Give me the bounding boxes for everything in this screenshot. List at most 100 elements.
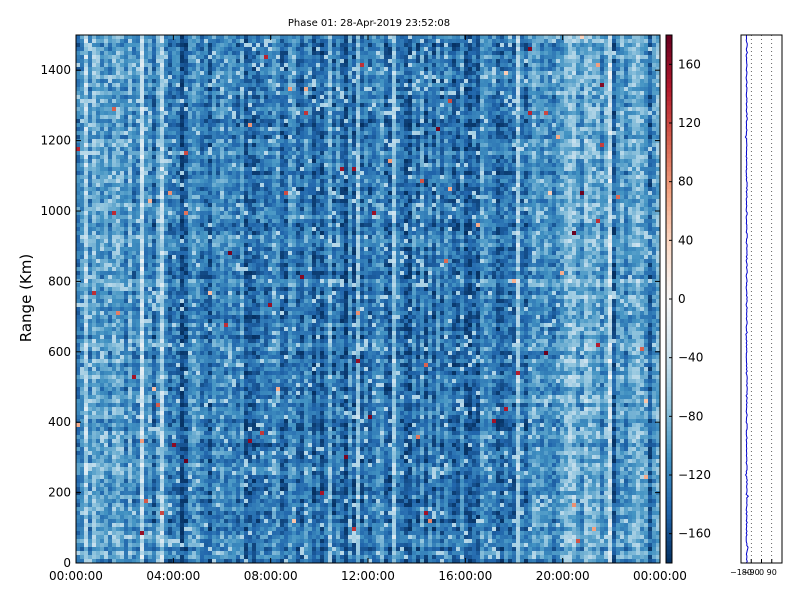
heatmap-cell [108,555,113,560]
heatmap-cell [204,67,209,72]
heatmap-cell [168,271,173,276]
heatmap-cell [80,251,85,256]
heatmap-cell [180,479,185,484]
heatmap-cell [140,295,145,300]
heatmap-cell [196,271,201,276]
heatmap-cell [160,131,165,136]
heatmap-cell [204,323,209,328]
heatmap-cell [116,379,121,384]
heatmap-cell [220,291,225,296]
heatmap-cell [96,115,101,120]
heatmap-cell [120,191,125,196]
heatmap-cell [164,275,169,280]
heatmap-cell [208,215,213,220]
heatmap-cell [128,343,133,348]
heatmap-cell [96,195,101,200]
heatmap-cell [96,263,101,268]
heatmap-cell [104,323,109,328]
heatmap-cell [116,471,121,476]
heatmap-cell [224,251,229,256]
heatmap-cell [216,95,221,100]
heatmap-cell [88,207,93,212]
heatmap-cell [148,39,153,44]
heatmap-cell [176,431,181,436]
heatmap-cell [152,431,157,436]
heatmap-cell [184,67,189,72]
heatmap-cell [132,491,137,496]
heatmap-cell [116,87,121,92]
heatmap-cell [156,151,161,156]
heatmap-cell [204,295,209,300]
heatmap-cell [216,231,221,236]
heatmap-cell [92,395,97,400]
heatmap-cell [208,551,213,556]
heatmap-cell [212,267,217,272]
heatmap-cell [196,163,201,168]
heatmap-cell [152,267,157,272]
heatmap-cell [88,515,93,520]
heatmap-cell [132,515,137,520]
heatmap-cell [144,375,149,380]
heatmap-cell [152,479,157,484]
heatmap-cell [136,343,141,348]
heatmap-cell [156,123,161,128]
heatmap-cell [216,319,221,324]
heatmap-cell [180,451,185,456]
heatmap-cell [108,111,113,116]
heatmap-cell [144,451,149,456]
heatmap-cell [168,311,173,316]
heatmap-cell [92,343,97,348]
heatmap-cell [184,523,189,528]
heatmap-cell [128,231,133,236]
heatmap-cell [132,459,137,464]
heatmap-cell [220,187,225,192]
heatmap-cell [152,147,157,152]
heatmap-cell [136,103,141,108]
heatmap-cell [112,311,117,316]
heatmap-cell [128,147,133,152]
heatmap-cell [184,319,189,324]
heatmap-cell [120,539,125,544]
heatmap-cell [116,95,121,100]
heatmap-cell [204,135,209,140]
heatmap-cell [212,139,217,144]
heatmap-cell [140,395,145,400]
heatmap-cell [104,163,109,168]
heatmap-cell [100,383,105,388]
heatmap-cell [124,435,129,440]
heatmap-cell [144,127,149,132]
heatmap-cell [160,539,165,544]
heatmap-cell [84,235,89,240]
heatmap-cell [84,399,89,404]
heatmap-cell [200,291,205,296]
heatmap-cell [212,363,217,368]
heatmap-cell [184,499,189,504]
heatmap-cell [212,59,217,64]
heatmap-cell [148,343,153,348]
heatmap-cell [132,291,137,296]
heatmap-cell [140,459,145,464]
heatmap-cell [120,403,125,408]
heatmap-cell [204,155,209,160]
heatmap-cell [112,383,117,388]
heatmap-cell [184,127,189,132]
heatmap-cell [176,347,181,352]
heatmap-cell [224,107,229,112]
heatmap-cell [128,131,133,136]
heatmap-cell [108,491,113,496]
heatmap-cell [112,307,117,312]
heatmap-cell [76,303,81,308]
heatmap-cell [180,447,185,452]
heatmap-cell [132,499,137,504]
heatmap-cell [184,371,189,376]
heatmap-cell [160,339,165,344]
heatmap-cell [184,247,189,252]
heatmap-cell [180,195,185,200]
heatmap-cell [188,215,193,220]
heatmap-cell [156,347,161,352]
heatmap-cell [220,123,225,128]
heatmap-cell [216,251,221,256]
heatmap-cell [156,315,161,320]
heatmap-cell [212,519,217,524]
heatmap-cell [92,71,97,76]
